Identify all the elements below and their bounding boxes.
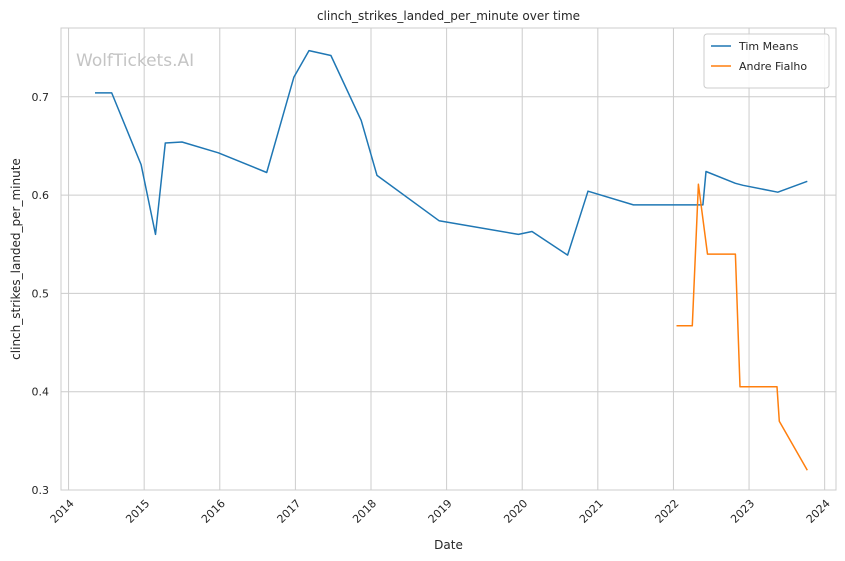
y-tick-label: 0.4: [32, 386, 50, 399]
x-tick-labels: 2014 2015 2016 2017 2018 2019 2020 2021 2022 2023…: [48, 497, 833, 526]
x-tick-label: 2018: [350, 497, 379, 526]
plot-frame: [60, 27, 837, 491]
x-tick-label: 2020: [501, 497, 530, 526]
x-tick-label: 2017: [275, 497, 304, 526]
y-tick-label: 0.5: [32, 287, 50, 300]
x-gridlines: [68, 28, 826, 490]
x-tick-label: 2015: [123, 497, 152, 526]
x-tick-label: 2021: [577, 497, 606, 526]
y-axis-label: clinch_strikes_landed_per_minute: [9, 158, 23, 360]
x-tick-label: 2024: [804, 497, 833, 526]
legend-label: Tim Means: [738, 40, 799, 53]
legend-label: Andre Fialho: [739, 60, 807, 73]
watermark-text: WolfTickets.AI: [76, 51, 194, 71]
series-layer: [95, 49, 808, 471]
y-tick-label: 0.6: [32, 189, 50, 202]
x-axis-label: Date: [434, 538, 463, 552]
legend-box: [703, 33, 830, 89]
x-tick-label: 2023: [728, 497, 757, 526]
x-tick-label: 2019: [426, 497, 455, 526]
chart-title: clinch_strikes_landed_per_minute over ti…: [317, 9, 580, 23]
y-gridlines: [61, 96, 836, 491]
series-line-1: [676, 183, 808, 471]
y-tick-label: 0.3: [32, 484, 50, 497]
x-tick-label: 2022: [653, 497, 682, 526]
y-tick-label: 0.7: [32, 91, 50, 104]
x-tick-label: 2014: [48, 497, 77, 526]
x-tick-label: 2016: [199, 497, 228, 526]
series-line-0: [95, 49, 808, 256]
y-tick-labels: 0.3 0.4 0.5 0.6 0.7: [32, 91, 50, 497]
legend: Tim Means Andre Fialho: [703, 33, 830, 89]
